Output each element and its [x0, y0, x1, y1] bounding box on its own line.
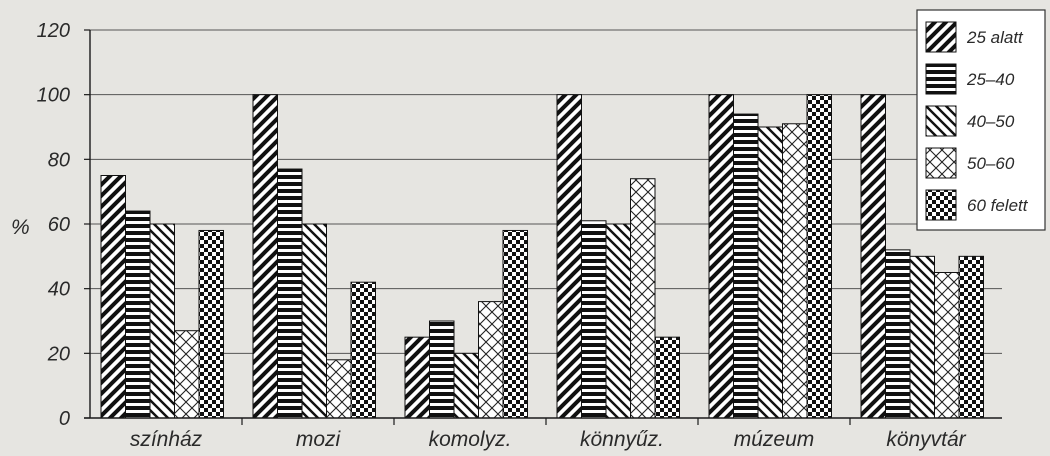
bar-25-40	[125, 210, 151, 419]
bar-25-40	[581, 220, 607, 419]
bar-40-50	[757, 126, 783, 419]
bar-40-50	[605, 223, 631, 419]
y-tick-label: 20	[47, 343, 70, 365]
bar-25-40	[277, 168, 303, 419]
gridlines	[90, 29, 1002, 354]
bar-40-50	[909, 255, 935, 419]
legend-swatch	[925, 63, 957, 95]
bar-25-alatt	[100, 175, 126, 419]
bar-40-50	[149, 223, 175, 419]
bar-60-felett	[502, 229, 528, 419]
bar-50-60	[174, 330, 200, 419]
y-tick-label: 0	[59, 408, 70, 430]
bar-25-alatt	[404, 336, 430, 419]
x-tick-label: színház	[130, 428, 203, 451]
y-tick-label: 80	[48, 149, 70, 171]
bar-60-felett	[350, 281, 376, 419]
bar-50-60	[630, 178, 656, 419]
bar-25-40	[733, 113, 759, 419]
legend-swatch	[925, 21, 957, 53]
x-tick-label: múzeum	[734, 428, 815, 451]
bar-25-alatt	[860, 94, 886, 419]
bar-60-felett	[198, 229, 224, 419]
legend-label: 25–40	[966, 70, 1015, 89]
bar-50-60	[478, 301, 504, 419]
bar-60-felett	[654, 336, 680, 419]
y-tick-label: 40	[48, 279, 70, 301]
y-tick-label: 120	[37, 20, 70, 42]
bar-25-alatt	[556, 94, 582, 419]
legend-swatch	[925, 189, 957, 221]
legend-swatch	[925, 147, 957, 179]
bar-50-60	[782, 123, 808, 419]
bars	[100, 94, 984, 419]
bar-50-60	[934, 272, 960, 419]
x-tick-label: könyvtár	[886, 428, 966, 451]
legend-label: 40–50	[967, 112, 1015, 131]
bar-50-60	[326, 359, 352, 419]
legend-label: 50–60	[967, 154, 1015, 173]
bar-25-alatt	[252, 94, 278, 419]
bar-25-alatt	[708, 94, 734, 419]
bar-60-felett	[806, 94, 832, 419]
bar-25-40	[429, 320, 455, 419]
x-tick-label: mozi	[296, 428, 342, 451]
legend-swatch	[925, 105, 957, 137]
legend: 25 alatt 25–40 40–50 50–60 60 felett	[916, 9, 1046, 231]
y-axis-label: %	[11, 216, 30, 239]
y-axis: 0 20 40 60 80 100 120	[37, 20, 91, 430]
bar-40-50	[301, 223, 327, 419]
x-axis: színház mozi komolyz. könnyűz. múzeum könyvtá…	[84, 417, 1002, 451]
bar-25-40	[885, 249, 911, 419]
y-tick-label: 100	[37, 85, 70, 107]
bar-40-50	[453, 352, 479, 419]
y-tick-label: 60	[48, 214, 70, 236]
x-tick-label: könnyűz.	[580, 428, 664, 451]
bar-60-felett	[958, 255, 984, 419]
legend-label: 60 felett	[967, 196, 1029, 215]
legend-label: 25 alatt	[966, 28, 1024, 47]
x-tick-label: komolyz.	[429, 428, 512, 451]
